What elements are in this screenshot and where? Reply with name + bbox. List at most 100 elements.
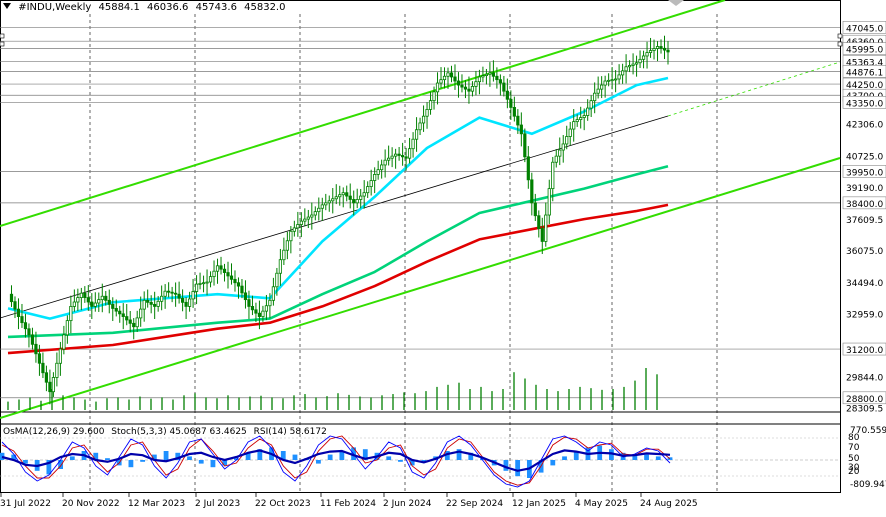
osma-bar <box>222 460 228 466</box>
candle-body <box>498 79 502 84</box>
candle-body <box>380 164 384 171</box>
candle-body <box>509 98 513 108</box>
candle-body <box>348 195 352 200</box>
osma-bar <box>573 451 579 460</box>
dropdown-triangle-icon[interactable] <box>3 3 11 9</box>
candle-body <box>572 121 576 130</box>
candle-body <box>100 295 104 301</box>
candle-body <box>205 281 209 284</box>
candle-body <box>359 195 363 200</box>
candle-body <box>139 308 143 319</box>
candle-body <box>589 100 593 109</box>
price-label-box <box>842 391 886 405</box>
price-tick-label: 32959.0 <box>846 310 883 320</box>
candle-body <box>596 88 600 94</box>
time-tick-label: 20 Nov 2022 <box>62 499 120 509</box>
candle-body <box>373 174 377 181</box>
candle-body <box>579 117 583 120</box>
osma-bar <box>233 458 239 460</box>
candle-body <box>401 155 405 158</box>
candle-body <box>593 92 597 102</box>
osma-bar <box>187 456 192 460</box>
candle-body <box>407 148 412 159</box>
candle-body <box>467 88 471 92</box>
candle-body <box>558 149 562 157</box>
candle-body <box>432 91 436 102</box>
price-tick-label: 44876.1 <box>846 68 883 78</box>
candle-body <box>135 317 139 328</box>
candle-body <box>23 322 28 330</box>
indicator-scale-label: 70 <box>848 443 860 453</box>
osma-bar <box>362 449 368 460</box>
price-tick-label: 44250.0 <box>846 81 883 91</box>
osma-bar <box>151 454 157 460</box>
candle-body <box>505 90 509 100</box>
indicator-scale-label: 50 <box>848 454 860 464</box>
candle-body <box>181 297 185 303</box>
stoch-label: Stoch(5,3,3) 45.0687 63.4625 <box>111 427 247 437</box>
ema-mid-line <box>7 165 669 339</box>
candle-body <box>292 227 296 232</box>
candle-body <box>484 73 489 76</box>
candle-body <box>160 295 164 302</box>
indicator-panel <box>0 435 840 488</box>
candle-body <box>519 124 523 135</box>
indicator-info-bar: OsMA(12,26,9) 29.600 Stoch(5,3,3) 45.068… <box>3 427 331 437</box>
candle-body <box>313 211 317 216</box>
candle-body <box>62 334 66 350</box>
osma-bar <box>480 458 485 460</box>
candle-body <box>659 46 663 49</box>
time-axis: 31 Jul 2022 20 Nov 2022 12 Mar 2023 2 Jul 2… <box>0 493 698 509</box>
candle-body <box>470 86 475 92</box>
candle-body <box>250 306 255 311</box>
candle-body <box>324 202 328 206</box>
channel-lower-line <box>0 157 841 419</box>
candle-body <box>421 115 426 124</box>
candle-body <box>554 155 558 163</box>
osma-bar <box>128 460 134 468</box>
chart-shift-marker[interactable] <box>0 0 843 47</box>
candle-body <box>456 80 461 86</box>
price-tick-label: 31200.0 <box>846 346 883 356</box>
candle-body <box>638 58 642 64</box>
price-tick-label: 28800.0 <box>846 395 883 405</box>
candle-body <box>575 119 579 123</box>
osma-bar <box>11 454 17 460</box>
candle-body <box>55 362 59 378</box>
candle-body <box>317 207 321 213</box>
candle-body <box>264 305 269 312</box>
osma-bar <box>386 456 392 460</box>
candle-body <box>271 286 275 301</box>
candle-body <box>58 348 62 364</box>
candle-body <box>306 216 310 220</box>
candle-body <box>247 299 251 307</box>
candle-body <box>156 300 160 307</box>
chart-shift-triangle-icon <box>668 0 684 6</box>
osma-bar <box>316 460 321 464</box>
candle-body <box>624 66 628 72</box>
candle-body <box>551 161 555 190</box>
osma-bar <box>609 449 614 460</box>
candle-body <box>174 292 178 295</box>
candle-body <box>51 377 55 393</box>
candle-body <box>397 153 401 156</box>
candle-body <box>177 293 181 299</box>
candle-body <box>383 159 387 166</box>
candle-body <box>345 192 349 197</box>
symbol-name: #INDU,Weekly <box>18 2 92 13</box>
trendline-projection <box>667 61 841 117</box>
candle-body <box>607 79 611 82</box>
candle-body <box>69 306 73 322</box>
price-tick-label: 36075.0 <box>846 247 883 257</box>
time-tick-label: 4 May 2025 <box>575 499 628 509</box>
candle-body <box>261 310 265 317</box>
osma-bar <box>210 460 216 468</box>
candle-body <box>435 82 440 93</box>
candle-body <box>236 282 241 287</box>
price-tick-label: 38400.0 <box>846 200 883 210</box>
osma-bar <box>655 456 661 460</box>
candle-body <box>600 84 604 90</box>
candle-body <box>502 82 506 92</box>
